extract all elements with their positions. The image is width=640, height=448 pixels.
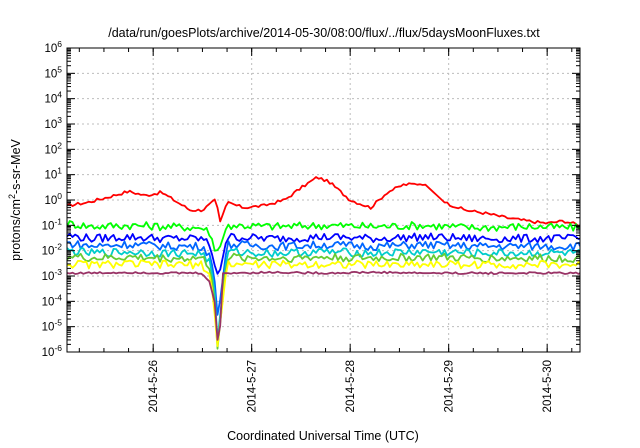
series-line [67,240,580,316]
y-tick-label: 10-5 [42,318,63,334]
grid [67,48,580,352]
y-tick-label: 10-4 [42,292,63,308]
x-tick-label: 2014-5-27 [247,360,259,412]
chart-title: /data/run/goesPlots/archive/2014-05-30/0… [108,26,540,40]
y-tick-label: 102 [44,140,62,156]
x-axis-label: Coordinated Universal Time (UTC) [227,429,419,443]
series-line [67,259,580,347]
y-tick-label: 106 [44,39,62,55]
series-line [67,220,580,252]
x-tick-labels: 2014-5-26 2014-5-27 2014-5-28 2014-5-29 2014… [148,360,554,412]
y-tick-label: 104 [44,90,62,106]
y-tick-label: 10-3 [42,267,63,283]
series-line [67,270,580,341]
axes [66,47,581,353]
x-tick-label: 2014-5-29 [444,360,456,412]
series-line [67,247,580,341]
series-lines [67,176,580,350]
y-axis-label: protons/cm2-s-sr-MeV [7,138,23,260]
y-tick-label: 103 [44,115,62,131]
x-tick-label: 2014-5-28 [345,360,357,412]
plot-frame [66,47,581,353]
y-tick-label: 105 [44,64,62,80]
svg-text:protons/cm2-s-sr-MeV: protons/cm2-s-sr-MeV [7,138,23,260]
y-tick-labels: 10-6 10-5 10-4 10-3 10-2 10-1 100 101 102 103 104 1… [42,39,63,359]
y-tick-label: 10-6 [42,343,63,359]
series-line [67,176,580,228]
y-tick-label: 101 [44,166,62,182]
y-tick-label: 10-2 [42,242,63,258]
x-tick-label: 2014-5-30 [542,360,554,412]
series-line [67,252,580,350]
series-line [67,232,580,275]
y-tick-label: 10-1 [42,216,63,232]
x-tick-label: 2014-5-26 [148,360,160,412]
y-tick-label: 100 [44,191,62,207]
